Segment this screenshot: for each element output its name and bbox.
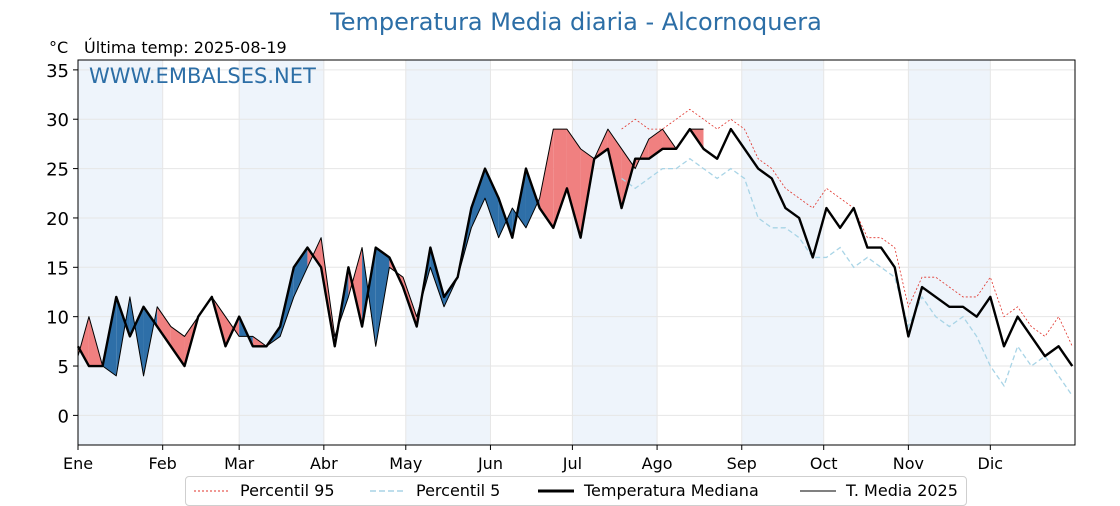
x-tick-label: Mar (224, 454, 255, 473)
x-tick-label: Dic (978, 454, 1004, 473)
y-tick-label: 35 (46, 61, 69, 82)
legend-label: Temperatura Mediana (584, 481, 759, 500)
x-tick-label: Jul (562, 454, 582, 473)
series-line-2025 (77, 128, 704, 377)
fill-above-median (225, 316, 240, 347)
fill-below-median (293, 247, 308, 297)
month-shade (78, 60, 163, 445)
x-tick-label: Ene (63, 454, 93, 473)
y-axis-unit: °C (49, 38, 69, 57)
month-shade (572, 60, 658, 445)
fill-below-median (375, 247, 390, 347)
plot-frame (77, 59, 1076, 446)
chart-legend: Percentil 95 Percentil 5 Temperatura Med… (185, 476, 967, 506)
fill-above-median (78, 316, 89, 367)
fill-above-median (170, 326, 185, 367)
legend-label: Percentil 95 (240, 481, 335, 500)
series-line-p95 (621, 108, 1073, 347)
y-tick-label: 0 (58, 406, 69, 427)
fill-above-median (566, 129, 581, 238)
fill-below-median (525, 168, 540, 228)
fill-above-median (157, 306, 171, 347)
y-tick-label: 25 (46, 160, 69, 181)
legend-label: T. Media 2025 (846, 481, 958, 500)
x-tick-label: Jun (477, 454, 503, 473)
fill-below-median (471, 168, 485, 228)
watermark: WWW.EMBALSES.NET (89, 64, 316, 88)
last-update-label: Última temp: 2025-08-19 (84, 38, 287, 57)
month-shade (908, 60, 991, 445)
x-tick-label: Feb (149, 454, 177, 473)
fill-below-median (484, 168, 499, 238)
series-line-median (76, 127, 1074, 368)
y-tick-label: 10 (46, 308, 69, 329)
y-tick-label: 20 (46, 209, 69, 230)
x-tick-label: Nov (893, 454, 924, 473)
y-tick-label: 15 (46, 258, 69, 279)
x-tick-label: Oct (810, 454, 838, 473)
x-tick-label: Sep (727, 454, 757, 473)
fill-above-median (648, 129, 663, 159)
y-tick-label: 5 (58, 357, 69, 378)
fill-above-median (553, 129, 567, 228)
legend-label: Percentil 5 (416, 481, 501, 500)
x-tick-label: Ago (642, 454, 673, 473)
month-shade (405, 60, 491, 445)
chart-title: Temperatura Media diaria - Alcornoquera (330, 8, 822, 36)
fill-above-median (539, 129, 554, 228)
x-tick-label: May (389, 454, 422, 473)
x-tick-label: Abr (310, 454, 338, 473)
series-line-p5 (621, 157, 1073, 397)
y-tick-label: 30 (46, 110, 69, 131)
